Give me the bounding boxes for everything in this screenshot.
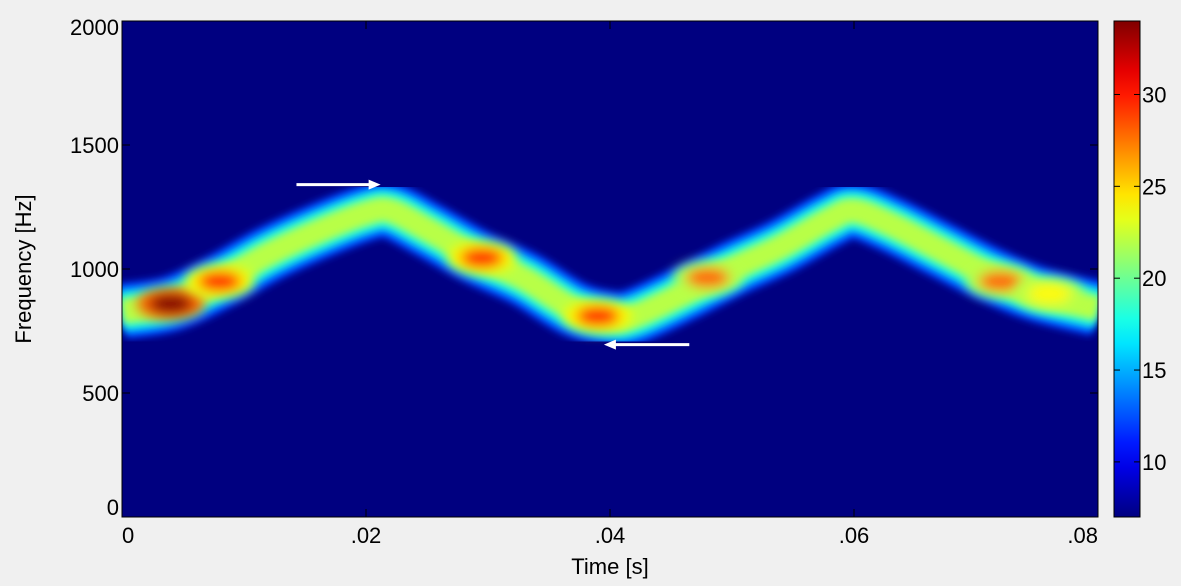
- y-tick-label: 1500: [70, 133, 119, 158]
- colorbar-tick-label: 10: [1142, 450, 1166, 475]
- x-axis-label: Time [s]: [571, 554, 648, 579]
- colorbar-tick-label: 25: [1142, 174, 1166, 199]
- colorbar-tick-label: 15: [1142, 358, 1166, 383]
- x-tick-label: .04: [595, 523, 626, 548]
- colorbar: 10 15 20 25 30: [1113, 20, 1166, 518]
- x-tick-label: .02: [351, 523, 382, 548]
- arrow-left-2: [603, 339, 690, 350]
- hotspot-1: [136, 287, 205, 320]
- y-tick-label: 2000: [70, 15, 119, 40]
- hotspot-5: [673, 261, 742, 294]
- annotation-layer: [296, 179, 690, 350]
- x-tick-label: .06: [839, 523, 870, 548]
- colorbar-tick-label: 20: [1142, 266, 1166, 291]
- hotspot-layer: [136, 241, 1084, 333]
- hotspot-3: [447, 241, 516, 274]
- colorbar-ticks: 10 15 20 25 30: [1114, 82, 1166, 475]
- x-tick-label: .08: [1067, 523, 1098, 548]
- colorbar-gradient-bar: [1113, 20, 1141, 518]
- arrow-right-1: [296, 179, 381, 190]
- y-tick-label: 500: [82, 381, 119, 406]
- colorbar-tick-label: 30: [1142, 82, 1166, 107]
- y-axis: 0 500 1000 1500 2000: [70, 15, 1098, 520]
- y-tick-label: 0: [107, 495, 119, 520]
- hotspot-4: [563, 300, 632, 333]
- hotspot-7: [1015, 277, 1084, 310]
- y-tick-label: 1000: [70, 257, 119, 282]
- plot-area: [121, 20, 1099, 518]
- x-tick-label: 0: [122, 523, 134, 548]
- x-axis: 0 .02 .04 .06 .08: [121, 21, 1099, 548]
- hotspot-2: [185, 265, 254, 298]
- y-axis-label: Frequency [Hz]: [11, 194, 36, 343]
